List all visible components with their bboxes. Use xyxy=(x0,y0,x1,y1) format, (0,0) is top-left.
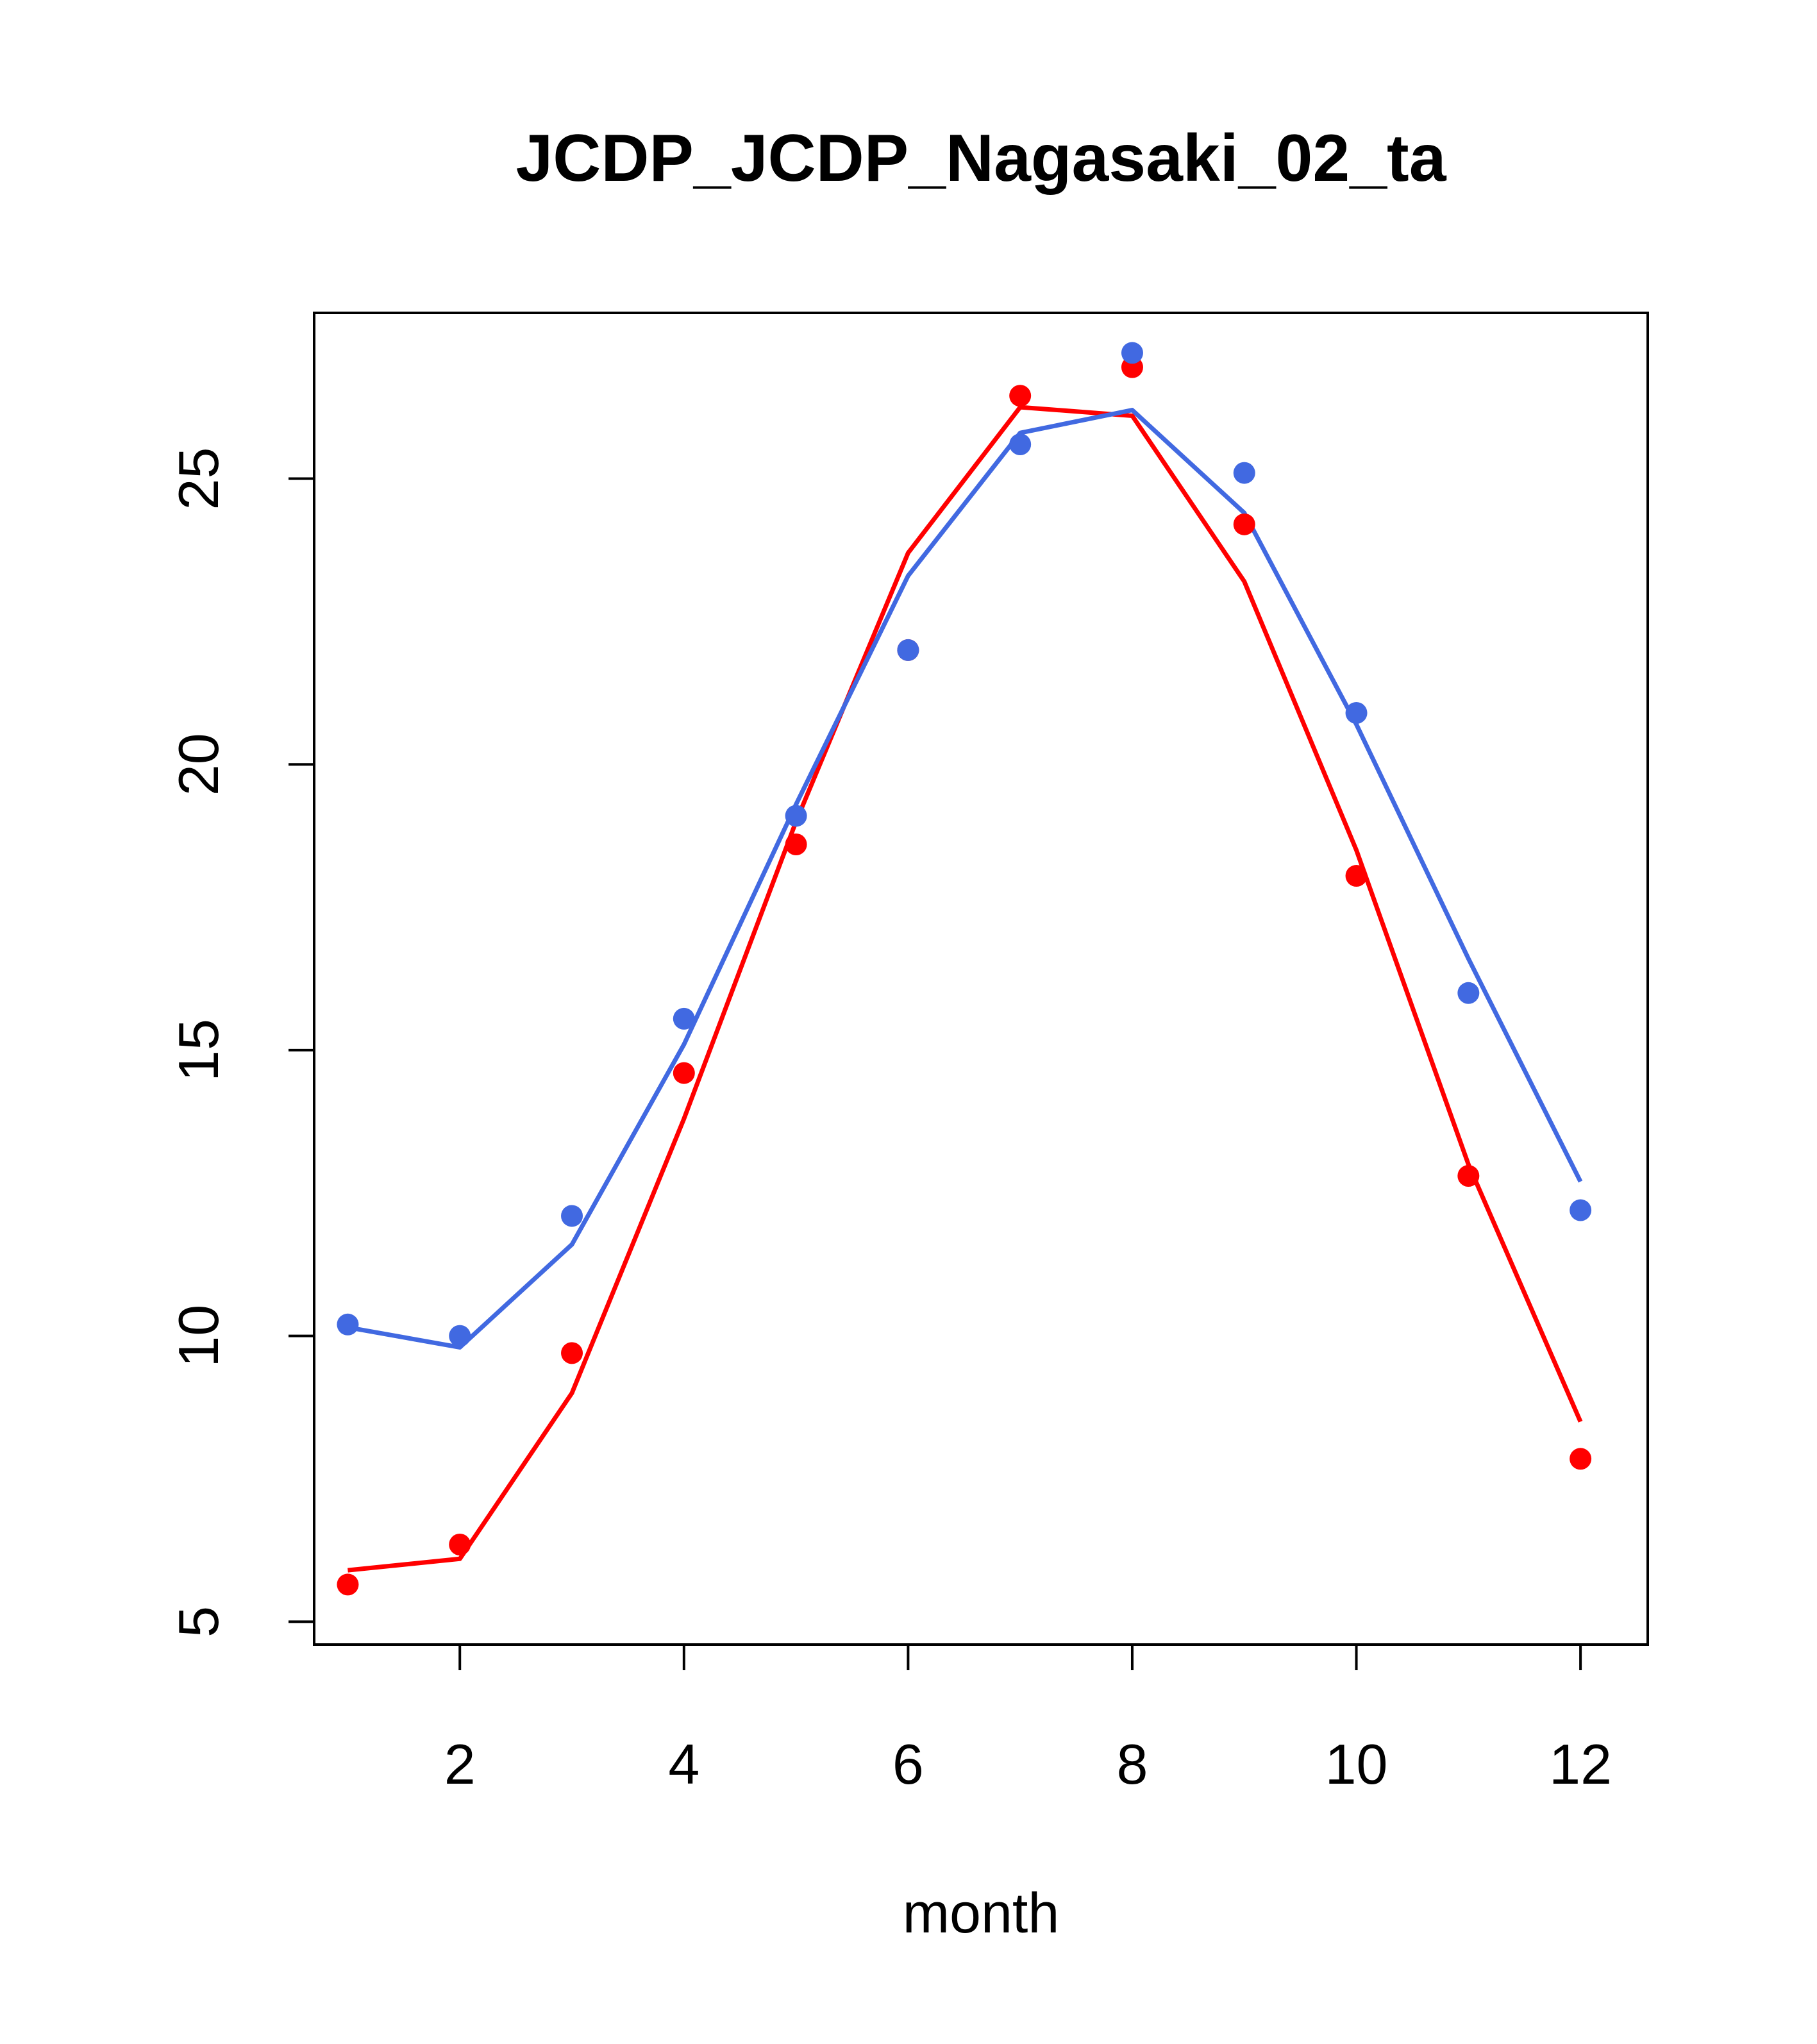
x-tick-label-12: 12 xyxy=(1549,1732,1612,1796)
series-point-blue-2 xyxy=(449,1325,471,1347)
x-axis-label: month xyxy=(903,1881,1060,1945)
x-tick-label-6: 6 xyxy=(892,1732,924,1796)
series-point-blue-4 xyxy=(673,1007,695,1030)
series-point-red-3 xyxy=(561,1342,583,1364)
series-point-blue-5 xyxy=(785,805,807,827)
series-point-red-12 xyxy=(1570,1448,1592,1470)
chart-title: JCDP_JCDP_Nagasaki_02_ta xyxy=(515,121,1446,196)
series-point-blue-11 xyxy=(1457,982,1480,1004)
x-axis: 2 4 6 8 10 12 xyxy=(444,1645,1612,1796)
y-tick-label-25: 25 xyxy=(167,448,230,510)
y-tick-label-10: 10 xyxy=(167,1305,230,1368)
x-tick-label-10: 10 xyxy=(1325,1732,1388,1796)
series-point-red-9 xyxy=(1233,513,1255,535)
series-point-blue-12 xyxy=(1570,1199,1592,1221)
y-tick-label-5: 5 xyxy=(167,1606,230,1638)
series-line-blue xyxy=(347,408,1583,1350)
y-axis: 5 10 15 20 25 xyxy=(167,448,314,1638)
series-point-red-4 xyxy=(673,1062,695,1084)
plot-frame xyxy=(313,312,1649,1646)
x-tick-label-4: 4 xyxy=(668,1732,699,1796)
series-point-blue-1 xyxy=(337,1313,359,1336)
series-point-blue-7 xyxy=(1009,433,1032,456)
series-lines xyxy=(347,405,1583,1573)
y-tick-label-15: 15 xyxy=(167,1019,230,1082)
series-line-red xyxy=(347,405,1583,1573)
series-point-red-5 xyxy=(785,834,807,856)
series-point-red-11 xyxy=(1457,1165,1480,1187)
series-point-red-2 xyxy=(449,1534,471,1556)
x-tick-label-8: 8 xyxy=(1116,1732,1148,1796)
series-point-blue-10 xyxy=(1345,701,1368,724)
y-tick-label-20: 20 xyxy=(167,733,230,796)
series-point-blue-6 xyxy=(897,639,919,661)
series-point-blue-9 xyxy=(1233,462,1255,484)
series-points xyxy=(337,342,1592,1596)
series-point-blue-3 xyxy=(561,1205,583,1227)
series-point-blue-8 xyxy=(1121,342,1143,364)
series-point-red-10 xyxy=(1345,865,1368,887)
x-tick-label-2: 2 xyxy=(444,1732,476,1796)
series-point-red-1 xyxy=(337,1573,359,1596)
series-point-red-7 xyxy=(1009,385,1032,407)
